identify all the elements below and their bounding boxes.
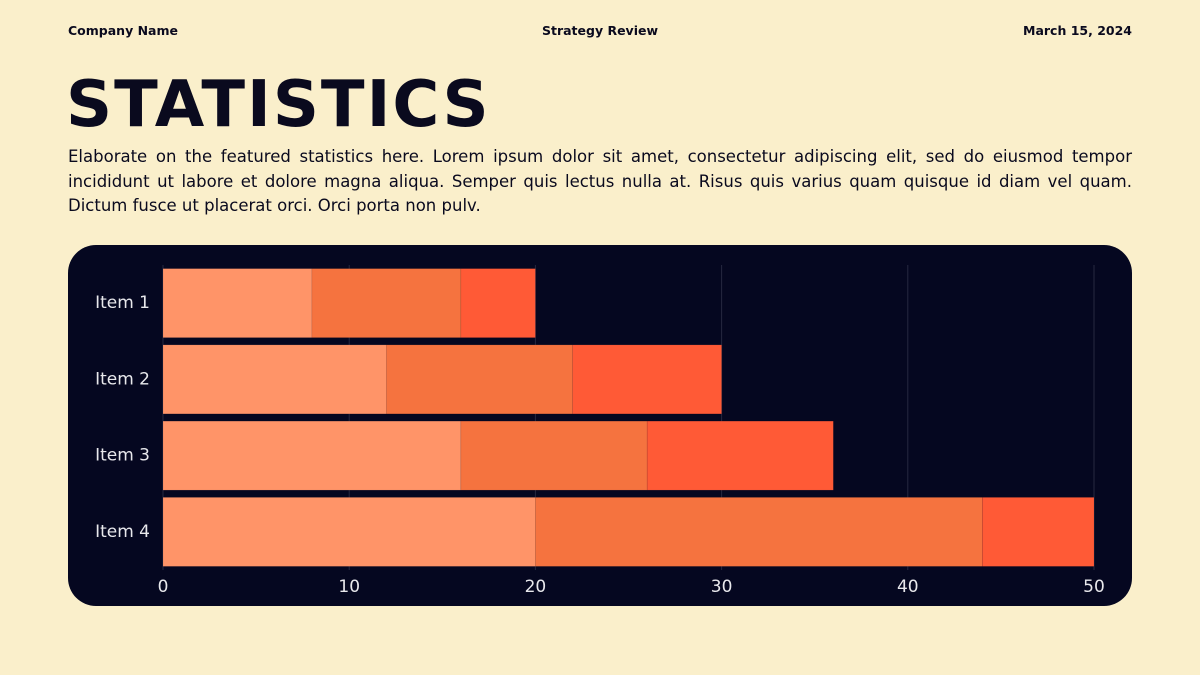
- bar-segment: [162, 344, 387, 415]
- header-date: March 15, 2024: [1023, 23, 1132, 38]
- x-tick-label: 40: [897, 577, 919, 597]
- y-tick-label: Item 3: [95, 446, 150, 466]
- x-tick-label: 20: [525, 577, 547, 597]
- bar-segment: [646, 420, 834, 491]
- x-tick-label: 30: [711, 577, 733, 597]
- bar-segment: [460, 268, 536, 338]
- bar-segment: [535, 497, 983, 567]
- bar-segment: [311, 268, 462, 338]
- chart: 0 10 20 30 40 50 Item 1 Item 2 Item 3 Item 4: [68, 245, 1132, 606]
- bar-segment: [982, 497, 1095, 567]
- bar-segment: [162, 420, 462, 491]
- x-tick-label: 10: [338, 577, 360, 597]
- header-center: Strategy Review: [541, 23, 659, 38]
- title: STATISTICS: [66, 68, 491, 142]
- y-tick-label: Item 2: [95, 369, 150, 389]
- bar-segment: [162, 497, 536, 567]
- y-tick-label: Item 4: [95, 522, 150, 542]
- bar-segment: [460, 420, 648, 491]
- bar-segment: [162, 268, 313, 338]
- y-tick-label: Item 1: [95, 293, 150, 313]
- bar-segment: [386, 344, 573, 415]
- company-name: Company Name: [68, 23, 178, 38]
- body-text: Elaborate on the featured statistics her…: [68, 147, 1132, 215]
- x-tick-label: 50: [1083, 577, 1105, 597]
- bar-segment: [572, 344, 722, 415]
- x-tick-label: 0: [158, 577, 169, 597]
